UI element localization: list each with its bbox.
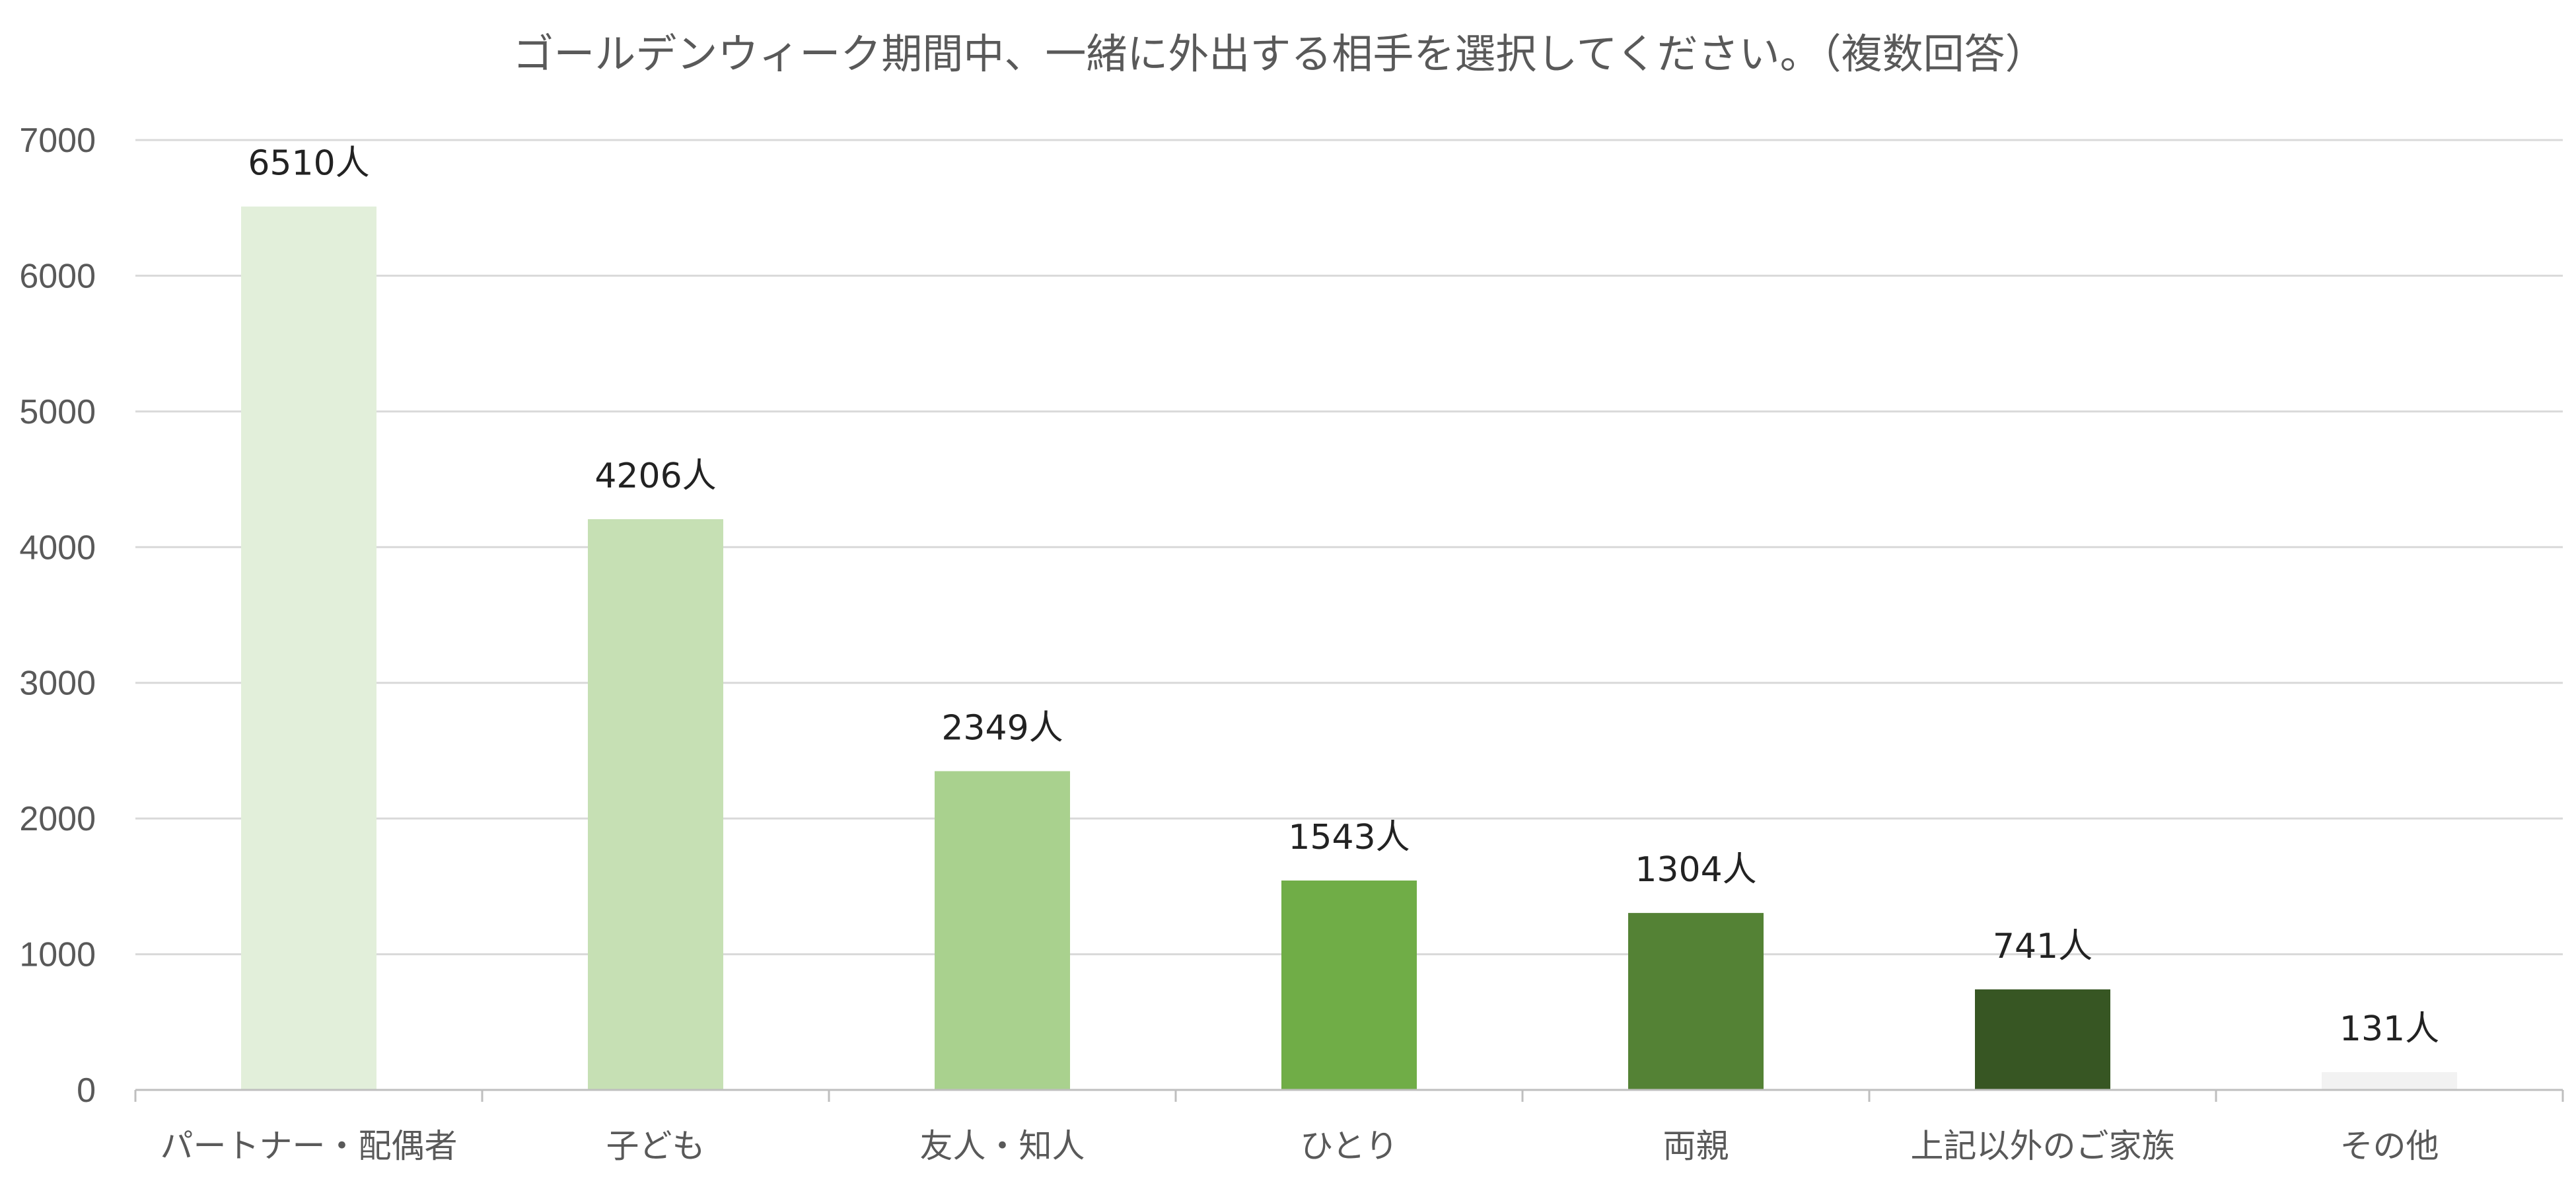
- bars: [241, 206, 2457, 1090]
- x-tick-label: パートナー・配偶者: [161, 1127, 458, 1165]
- x-tick-label: その他: [2340, 1127, 2439, 1165]
- data-labels: 6510人 4206人 2349人 1543人 1304人 741人 131人: [248, 144, 2439, 1049]
- y-tick-label: 5000: [19, 393, 96, 431]
- data-label: 1304人: [1635, 850, 1756, 890]
- y-tick-label: 2000: [19, 800, 96, 838]
- data-label: 6510人: [248, 144, 369, 184]
- data-label: 131人: [2340, 1009, 2439, 1049]
- x-axis: [134, 1089, 2564, 1102]
- gridlines: [135, 139, 2563, 956]
- data-label: 2349人: [941, 708, 1063, 748]
- x-tick-label: 子ども: [606, 1127, 705, 1165]
- y-axis-ticks: 0 1000 2000 3000 4000 5000 6000 7000: [19, 122, 96, 1110]
- bar: [588, 519, 723, 1090]
- bar: [2322, 1072, 2457, 1090]
- y-tick-label: 4000: [19, 528, 96, 567]
- bar: [935, 771, 1070, 1090]
- x-axis-ticks: パートナー・配偶者 子ども 友人・知人 ひとり 両親 上記以外のご家族 その他: [161, 1127, 2439, 1165]
- bar: [1281, 881, 1417, 1090]
- y-tick-label: 7000: [19, 122, 96, 160]
- data-label: 1543人: [1288, 818, 1410, 857]
- bar: [1975, 989, 2110, 1090]
- data-label: 4206人: [594, 456, 716, 496]
- y-tick-label: 1000: [19, 936, 96, 974]
- x-tick-label: 上記以外のご家族: [1911, 1127, 2175, 1165]
- bar: [241, 206, 376, 1090]
- y-tick-label: 3000: [19, 665, 96, 703]
- data-label: 741人: [1993, 927, 2093, 966]
- y-tick-label: 0: [77, 1071, 96, 1110]
- x-tick-label: 友人・知人: [920, 1127, 1085, 1165]
- chart-title: ゴールデンウィーク期間中、一緒に外出する相手を選択してください。（複数回答）: [513, 30, 2046, 78]
- bar: [1628, 913, 1764, 1090]
- y-tick-label: 6000: [19, 257, 96, 295]
- x-tick-label: 両親: [1663, 1127, 1729, 1165]
- x-tick-label: ひとり: [1300, 1127, 1398, 1165]
